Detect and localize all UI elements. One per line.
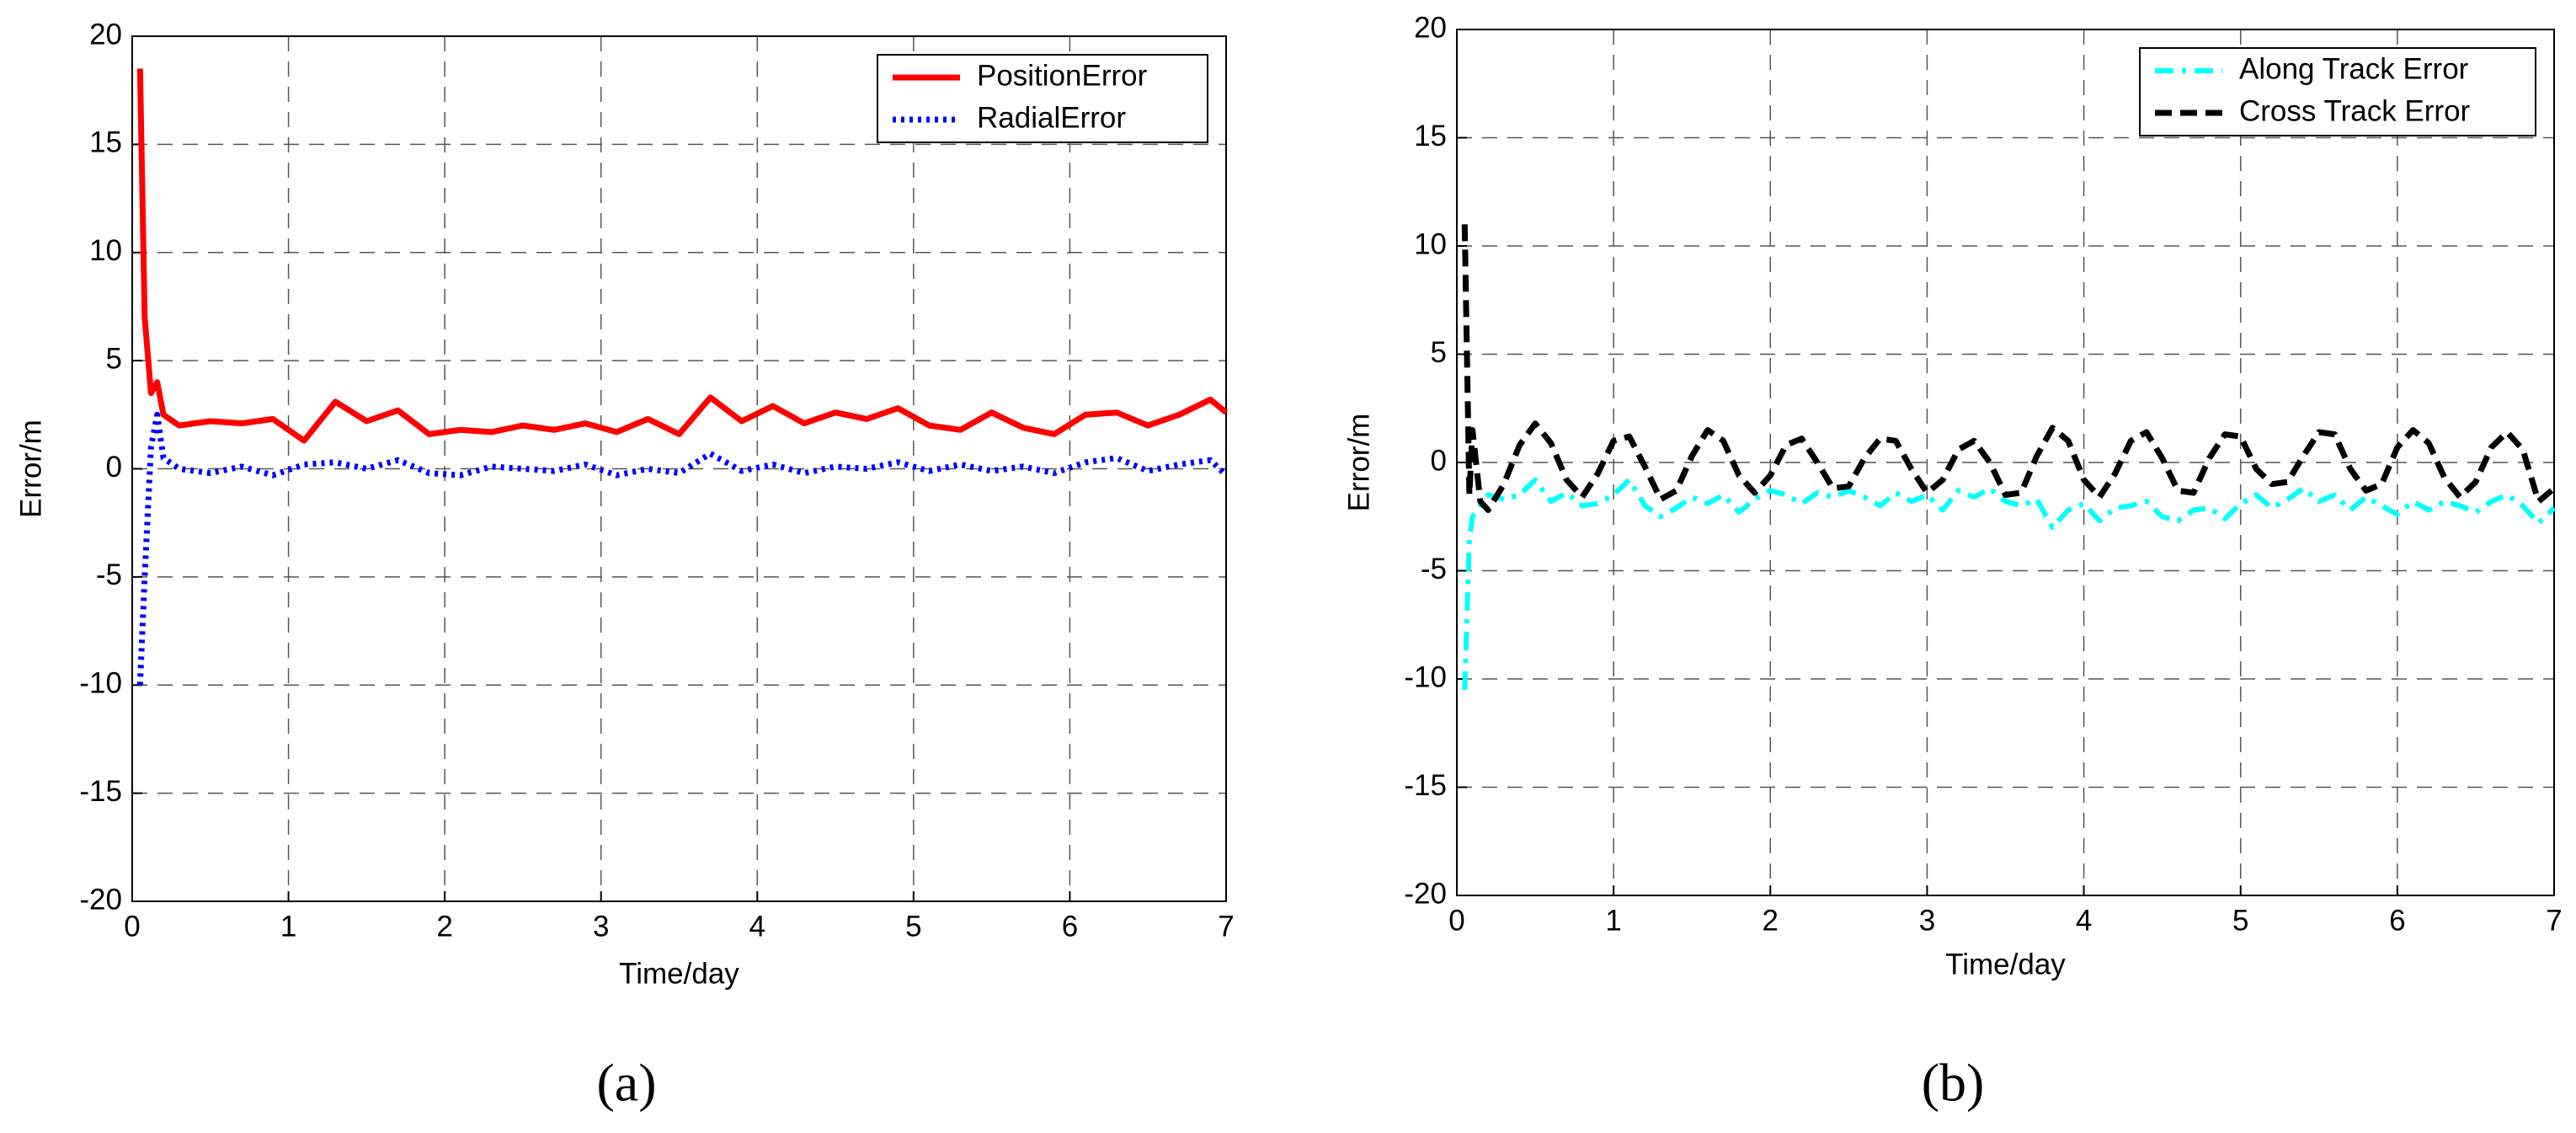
x-tick-label: 6 [2389,904,2405,937]
y-tick-label: 20 [89,18,122,51]
series-line [136,411,1229,686]
y-tick-label: -15 [1404,769,1447,802]
panel-label: (b) [1922,1053,1985,1113]
y-tick-label: -10 [79,667,122,700]
x-tick-label: 0 [124,910,140,943]
x-tick-label: 2 [436,910,452,943]
y-tick-label: 20 [1414,11,1447,44]
y-axis-label: Error/m [14,420,47,518]
legend-box [877,54,1208,143]
legend-label: RadialError [977,101,1126,134]
panel-label: (a) [596,1053,656,1113]
legend-label: PositionError [977,59,1148,92]
plot-frame [1456,29,2555,896]
plot-frame [131,35,1227,902]
y-tick-label: 0 [106,451,122,484]
y-tick-label: 5 [1431,336,1447,369]
x-tick-label: 2 [1763,904,1779,937]
legend-label: Cross Track Error [2239,94,2471,127]
y-tick-label: -5 [96,558,122,591]
series-line [1461,224,2557,513]
legend-box [2139,47,2536,136]
x-tick-label: 5 [905,910,921,943]
y-tick-label: -20 [79,883,122,916]
series-line [136,68,1229,444]
x-tick-label: 6 [1062,910,1078,943]
y-tick-label: 15 [89,126,122,159]
x-tick-label: 1 [280,910,296,943]
y-tick-label: 0 [1431,444,1447,477]
x-tick-label: 3 [593,910,609,943]
x-tick-label: 4 [749,910,765,943]
x-tick-label: 0 [1448,904,1464,937]
x-tick-label: 4 [2076,904,2092,937]
x-axis-label: Time/day [619,957,739,990]
y-axis-label: Error/m [1342,414,1375,512]
x-tick-label: 5 [2232,904,2248,937]
x-axis-label: Time/day [1945,948,2066,981]
y-tick-label: -15 [79,775,122,808]
y-tick-label: 15 [1414,120,1447,152]
x-tick-label: 1 [1605,904,1621,937]
y-tick-label: 5 [106,342,122,375]
y-tick-label: -5 [1421,553,1447,585]
y-tick-label: 10 [1414,227,1447,260]
x-tick-label: 7 [1218,910,1234,943]
y-tick-label: -10 [1404,660,1447,693]
x-tick-label: 7 [2546,904,2562,937]
x-tick-label: 3 [1919,904,1935,937]
y-tick-label: -20 [1404,877,1447,910]
y-tick-label: 10 [89,234,122,267]
legend-label: Along Track Error [2239,52,2469,85]
